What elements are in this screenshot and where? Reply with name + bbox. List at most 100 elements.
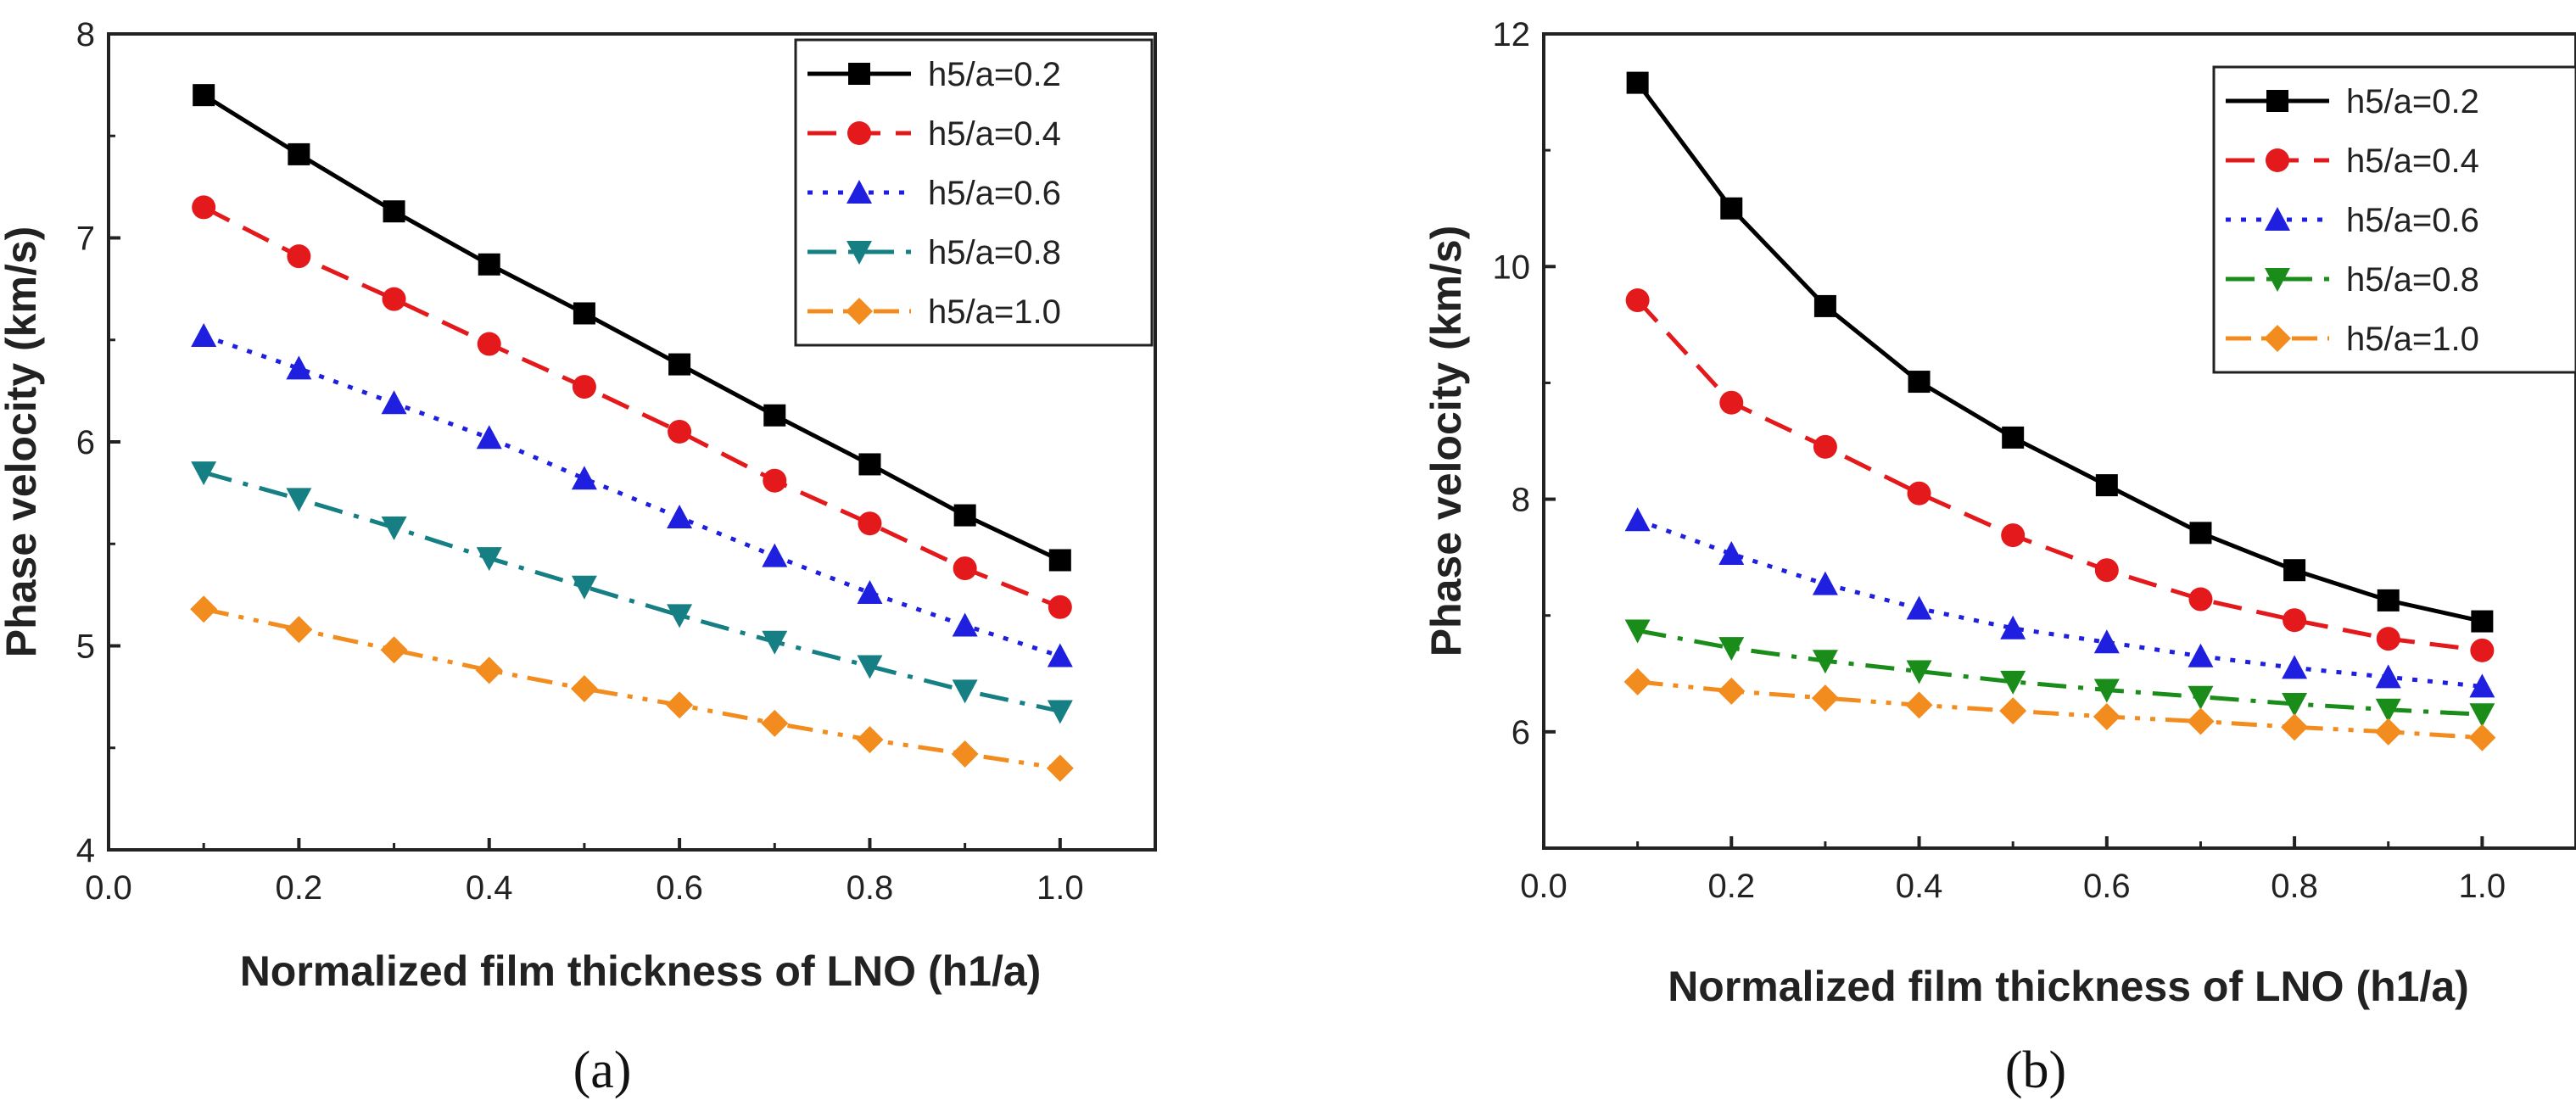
data-point — [668, 353, 691, 376]
legend-label: h5/a=0.2 — [2346, 83, 2479, 120]
data-point — [380, 636, 408, 664]
x-tick-label: 0.4 — [1896, 868, 1943, 905]
data-point — [951, 740, 979, 768]
series-line-h5/a=1.0 — [203, 606, 1061, 771]
data-point — [2093, 629, 2120, 654]
data-point — [668, 419, 692, 444]
data-point — [286, 355, 312, 380]
data-point — [1718, 637, 1745, 662]
x-tick-label: 0.0 — [85, 869, 132, 907]
data-point — [1999, 697, 2027, 725]
data-point — [192, 195, 216, 220]
data-point — [857, 579, 883, 604]
data-point — [1720, 197, 1743, 220]
data-point — [2187, 707, 2215, 735]
x-tick-label: 0.2 — [1707, 868, 1755, 905]
data-point — [286, 488, 312, 512]
legend-label: h5/a=0.4 — [2346, 142, 2479, 180]
data-point — [1906, 660, 1932, 684]
data-point — [381, 390, 407, 415]
y-tick-label: 12 — [1493, 16, 1531, 53]
data-point — [2375, 664, 2401, 689]
data-point — [2188, 587, 2213, 612]
data-point — [2468, 723, 2496, 751]
data-point — [288, 142, 310, 165]
data-point — [1048, 549, 1071, 572]
data-point — [1718, 541, 1745, 566]
data-point — [1905, 691, 1933, 719]
y-tick-label: 8 — [76, 16, 95, 53]
legend-marker — [2266, 90, 2288, 112]
data-point — [1811, 684, 1839, 712]
y-axis-title: Phase velocity (km/s) — [0, 226, 45, 658]
data-point — [2374, 718, 2402, 746]
legend-marker — [2265, 268, 2290, 292]
data-point — [2002, 426, 2025, 449]
legend-marker — [846, 298, 873, 325]
x-axis-title: Normalized film thickness of LNO (h1/a) — [240, 947, 1042, 995]
data-point — [2095, 474, 2118, 497]
data-point — [190, 595, 218, 623]
data-point — [1624, 619, 1651, 644]
data-point — [476, 425, 502, 450]
x-tick-label: 1.0 — [1037, 869, 1084, 907]
data-point — [762, 630, 788, 655]
data-point — [2000, 615, 2026, 639]
data-point — [1047, 643, 1073, 667]
data-point — [1812, 650, 1838, 674]
x-tick-label: 0.0 — [1520, 868, 1567, 905]
data-point — [763, 468, 787, 493]
data-point — [2188, 685, 2214, 710]
data-point — [2283, 608, 2307, 633]
data-point — [952, 612, 978, 637]
data-point — [1047, 700, 1073, 724]
y-tick-label: 4 — [76, 832, 95, 869]
data-point — [191, 461, 217, 486]
x-tick-label: 0.8 — [847, 869, 894, 907]
legend-label: h5/a=1.0 — [2346, 321, 2479, 358]
y-tick-label: 8 — [1512, 482, 1530, 519]
data-point — [2189, 522, 2212, 545]
data-point — [952, 679, 978, 704]
data-point — [476, 547, 502, 572]
y-tick-label: 10 — [1493, 249, 1531, 286]
panel-a: 0.0 0.2 0.4 0.6 0.8 1.0 4 5 6 7 8 Normalized film t… — [0, 16, 1157, 1099]
data-point — [1626, 71, 1649, 94]
panel-caption: (a) — [573, 1042, 632, 1099]
x-tick-label: 0.8 — [2271, 868, 2318, 905]
x-tick-label: 0.6 — [656, 869, 703, 907]
series-line-h5/a=0.8 — [1637, 628, 2483, 717]
data-point — [477, 332, 501, 356]
data-point — [2283, 559, 2306, 582]
data-point — [1908, 371, 1931, 394]
data-point — [571, 575, 597, 600]
x-tick-label: 0.4 — [466, 869, 513, 907]
data-point — [1625, 288, 1650, 313]
data-point — [2093, 703, 2121, 731]
data-point — [2375, 698, 2401, 723]
data-point — [2094, 558, 2119, 583]
legend-label: h5/a=0.6 — [928, 175, 1061, 212]
data-point — [475, 656, 503, 684]
data-point — [478, 253, 500, 276]
series-line-h5/a=0.8 — [203, 470, 1061, 713]
data-point — [1813, 294, 1836, 317]
data-point — [193, 84, 215, 107]
legend-label: h5/a=0.8 — [928, 234, 1061, 271]
legend-marker — [847, 241, 872, 265]
data-point — [191, 322, 217, 347]
plot-frame — [1542, 32, 2576, 850]
series-line-h5/a=0.4 — [1635, 299, 2483, 653]
x-tick-label: 1.0 — [2459, 868, 2506, 905]
data-point — [858, 511, 882, 536]
legend-label: h5/a=1.0 — [928, 293, 1061, 331]
data-point — [573, 302, 595, 325]
data-point — [761, 709, 789, 737]
data-point — [572, 375, 596, 399]
data-point — [2188, 643, 2214, 667]
data-point — [1048, 595, 1072, 619]
data-point — [2282, 655, 2308, 679]
series-line-h5/a=0.6 — [203, 333, 1061, 658]
data-point — [666, 691, 694, 719]
